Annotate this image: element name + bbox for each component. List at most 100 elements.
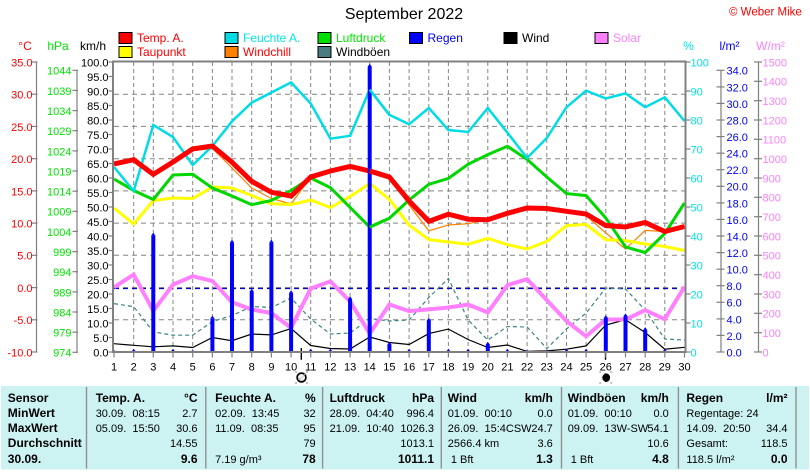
svg-text:15: 15 <box>383 362 395 374</box>
svg-text:10.6: 10.6 <box>647 438 668 450</box>
svg-text:30.0: 30.0 <box>727 99 748 111</box>
svg-text:20.0: 20.0 <box>11 154 32 166</box>
svg-text:Windböen: Windböen <box>568 391 626 405</box>
svg-text:Regen: Regen <box>686 391 723 405</box>
svg-text:2566.4 km: 2566.4 km <box>448 438 499 450</box>
svg-text:Durchschnitt: Durchschnitt <box>8 436 82 450</box>
svg-text:29: 29 <box>659 362 671 374</box>
svg-text:15.0: 15.0 <box>11 186 32 198</box>
svg-text:1029: 1029 <box>47 126 71 138</box>
svg-text:2.0: 2.0 <box>727 331 742 343</box>
svg-text:500: 500 <box>763 251 781 263</box>
svg-text:MinWert: MinWert <box>8 406 55 420</box>
svg-text:26.09. 15:4CSW: 26.09. 15:4CSW <box>448 423 532 435</box>
svg-text:65.0: 65.0 <box>87 159 108 171</box>
svg-text:1 Bft: 1 Bft <box>448 454 474 466</box>
svg-text:21.09. 10:40: 21.09. 10:40 <box>330 423 394 435</box>
svg-text:300: 300 <box>763 289 781 301</box>
svg-text:l/m²: l/m² <box>720 39 740 53</box>
svg-text:-10.0: -10.0 <box>7 347 32 359</box>
svg-text:1044: 1044 <box>47 66 71 78</box>
svg-text:02.09. 13:45: 02.09. 13:45 <box>215 408 279 420</box>
svg-text:0.0: 0.0 <box>654 408 669 420</box>
svg-text:21: 21 <box>501 362 513 374</box>
svg-text:800: 800 <box>763 193 781 205</box>
svg-text:Windchill: Windchill <box>243 45 291 59</box>
svg-text:15.0: 15.0 <box>87 304 108 316</box>
svg-text:km/h: km/h <box>80 39 106 53</box>
svg-text:1300: 1300 <box>763 96 787 108</box>
svg-text:l/m²: l/m² <box>766 391 787 405</box>
svg-text:200: 200 <box>763 309 781 321</box>
svg-text:10.0: 10.0 <box>727 265 748 277</box>
svg-text:4.8: 4.8 <box>652 452 669 466</box>
svg-text:4: 4 <box>170 362 176 374</box>
svg-text:118.5: 118.5 <box>761 438 788 450</box>
svg-text:14: 14 <box>364 362 376 374</box>
svg-text:1014: 1014 <box>47 187 71 199</box>
svg-text:30.0: 30.0 <box>11 90 32 102</box>
svg-text:34.0: 34.0 <box>727 66 748 78</box>
svg-text:24.7: 24.7 <box>531 423 552 435</box>
svg-text:1026.3: 1026.3 <box>400 423 434 435</box>
svg-text:35.0: 35.0 <box>11 57 32 69</box>
svg-text:0.0: 0.0 <box>538 408 553 420</box>
svg-text:984: 984 <box>53 307 71 319</box>
svg-text:26.0: 26.0 <box>727 132 748 144</box>
svg-text:Temp. A.: Temp. A. <box>137 31 184 45</box>
svg-text:28.0: 28.0 <box>727 115 748 127</box>
svg-text:0.0: 0.0 <box>17 283 32 295</box>
svg-text:°C: °C <box>18 39 32 53</box>
svg-text:1009: 1009 <box>47 207 71 219</box>
svg-text:4.0: 4.0 <box>727 314 742 326</box>
svg-text:%: % <box>683 39 694 53</box>
svg-text:Solar: Solar <box>613 31 641 45</box>
svg-text:1400: 1400 <box>763 77 787 89</box>
svg-text:3.6: 3.6 <box>538 438 553 450</box>
svg-text:78: 78 <box>302 452 316 466</box>
svg-text:10.0: 10.0 <box>11 219 32 231</box>
svg-text:24: 24 <box>560 362 572 374</box>
svg-text:1.3: 1.3 <box>536 452 553 466</box>
svg-text:8: 8 <box>249 362 255 374</box>
svg-text:30: 30 <box>691 260 703 272</box>
svg-text:34.4: 34.4 <box>766 423 787 435</box>
svg-text:24.0: 24.0 <box>727 149 748 161</box>
svg-text:1004: 1004 <box>47 227 71 239</box>
svg-text:9: 9 <box>268 362 274 374</box>
svg-text:10: 10 <box>691 318 703 330</box>
svg-text:118.5 l/m²: 118.5 l/m² <box>686 454 734 466</box>
svg-text:700: 700 <box>763 212 781 224</box>
svg-text:45.0: 45.0 <box>87 217 108 229</box>
svg-text:hPa: hPa <box>412 391 434 405</box>
svg-text:01.09. 00:10: 01.09. 00:10 <box>448 408 512 420</box>
svg-text:3: 3 <box>150 362 156 374</box>
svg-text:7: 7 <box>229 362 235 374</box>
svg-text:1200: 1200 <box>763 115 787 127</box>
svg-text:12: 12 <box>324 362 336 374</box>
svg-text:0.0: 0.0 <box>771 452 788 466</box>
svg-text:1000: 1000 <box>763 154 787 166</box>
svg-text:989: 989 <box>53 287 71 299</box>
svg-text:5.0: 5.0 <box>17 251 32 263</box>
svg-text:54.1: 54.1 <box>647 423 668 435</box>
svg-text:Temp. A.: Temp. A. <box>96 391 145 405</box>
svg-text:50.0: 50.0 <box>87 202 108 214</box>
svg-text:13: 13 <box>344 362 356 374</box>
svg-text:80.0: 80.0 <box>87 115 108 127</box>
svg-text:0.0: 0.0 <box>727 347 742 359</box>
svg-text:Gesamt:: Gesamt: <box>686 438 728 450</box>
svg-text:September 2022: September 2022 <box>345 6 463 23</box>
svg-text:11: 11 <box>305 362 316 374</box>
svg-text:80: 80 <box>691 115 703 127</box>
svg-text:32: 32 <box>303 408 315 420</box>
svg-text:9.6: 9.6 <box>181 452 198 466</box>
svg-text:Luftdruck: Luftdruck <box>330 391 386 405</box>
svg-text:km/h: km/h <box>525 391 553 405</box>
svg-text:18.0: 18.0 <box>727 198 748 210</box>
svg-text:Luftdruck: Luftdruck <box>336 31 386 45</box>
svg-text:°C: °C <box>184 391 198 405</box>
svg-text:30: 30 <box>678 362 690 374</box>
svg-text:60: 60 <box>691 173 703 185</box>
svg-text:20.0: 20.0 <box>727 182 748 194</box>
